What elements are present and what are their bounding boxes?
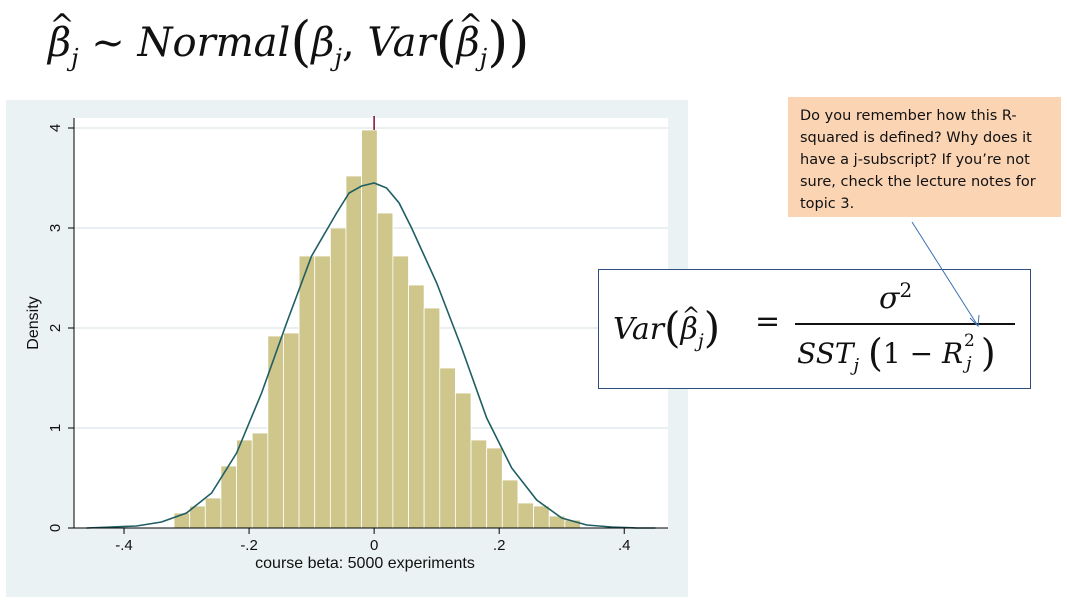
- density-curve: [86, 182, 656, 529]
- histogram-bar: [392, 255, 409, 529]
- r-squared-callout: Do you remember how this R-squared is de…: [788, 97, 1061, 217]
- fraction-line: [795, 323, 1015, 325]
- histogram-bar: [486, 447, 503, 529]
- histogram-bar: [236, 439, 253, 529]
- x-tick-label: .4: [618, 537, 631, 554]
- variance-lhs: Var(β ^ j): [613, 303, 721, 352]
- histogram-bar: [283, 332, 300, 529]
- y-tick-label: 4: [47, 124, 64, 132]
- histogram-bar: [470, 439, 488, 529]
- histogram-bar: [423, 307, 441, 529]
- histogram-bar: [329, 227, 347, 529]
- histogram-bar: [345, 175, 363, 529]
- histogram-bar: [517, 502, 534, 529]
- histogram-bar: [439, 367, 456, 529]
- x-axis-title: course beta: 5000 experiments: [255, 555, 475, 572]
- x-tick-label: .2: [493, 537, 506, 554]
- tilde-symbol: ~: [91, 20, 125, 66]
- y-tick-label: 2: [47, 324, 64, 332]
- y-axis-title: Density: [25, 296, 42, 349]
- histogram-bar: [533, 505, 550, 529]
- histogram-bar: [376, 212, 394, 529]
- equals-sign: =: [755, 304, 781, 339]
- histogram-chart: -.4 -.2 0 .2 .4 0 1 2 3 4 course beta: 5000 experi…: [25, 116, 668, 572]
- y-tick-label: 3: [47, 224, 64, 232]
- sigma-squared: σ2: [879, 278, 913, 316]
- histogram-bar: [267, 335, 284, 529]
- callout-text: Do you remember how this R-squared is de…: [800, 108, 1036, 212]
- histogram-bar: [361, 129, 378, 529]
- y-tick-label: 1: [47, 424, 64, 432]
- histogram-bar: [455, 392, 472, 529]
- x-tick-label: -.4: [115, 537, 133, 554]
- histogram-bar: [314, 255, 331, 529]
- x-tick-label: 0: [370, 537, 378, 554]
- normal-label: Normal: [137, 20, 291, 66]
- histogram-bar: [408, 284, 425, 529]
- histogram-bar: [204, 497, 222, 529]
- normal-distribution-formula: β ^ j ~ Normal(βj, Var(β ^ j)): [48, 8, 530, 73]
- beta-hat-symbol: β ^: [48, 8, 75, 66]
- histogram-bar: [501, 479, 519, 529]
- x-tick-label: -.2: [240, 537, 258, 554]
- y-tick-label: 0: [47, 524, 64, 532]
- histogram-panel: -.4 -.2 0 .2 .4 0 1 2 3 4 course beta: 5000 experi…: [6, 100, 688, 597]
- histogram-bar: [251, 432, 269, 529]
- histogram-bar: [298, 255, 316, 529]
